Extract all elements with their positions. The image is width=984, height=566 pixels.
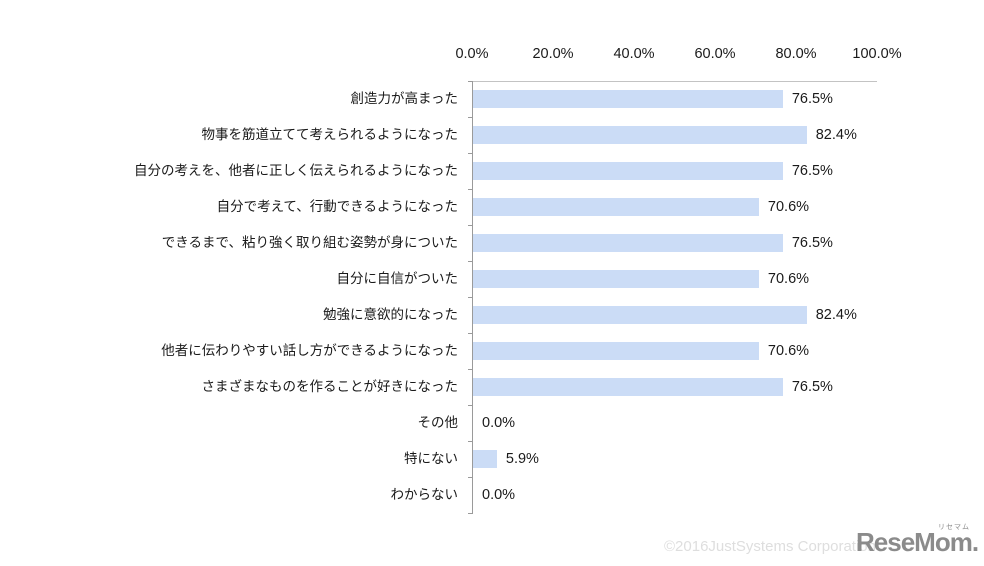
chart-row: 76.5% bbox=[473, 81, 877, 117]
bar bbox=[473, 126, 807, 144]
axis-tickmark bbox=[468, 225, 473, 226]
category-label: 自分に自信がついた bbox=[336, 271, 459, 286]
value-label: 76.5% bbox=[791, 235, 833, 251]
chart-row: 70.6% bbox=[473, 333, 877, 369]
category-labels: 創造力が高まった物事を筋道立てて考えられるようになった自分の考えを、他者に正しく… bbox=[20, 81, 458, 513]
x-tick-label: 40.0% bbox=[613, 46, 655, 62]
chart-row: 70.6% bbox=[473, 261, 877, 297]
axis-tickmark bbox=[468, 369, 473, 370]
value-label: 70.6% bbox=[767, 199, 810, 215]
axis-tickmark bbox=[468, 441, 473, 442]
value-label: 0.0% bbox=[482, 415, 516, 431]
x-axis: 0.0% 20.0% 40.0% 60.0% 80.0% 100.0% bbox=[455, 46, 901, 66]
resemom-logo: リセマム ReseMom. bbox=[856, 524, 979, 560]
bar bbox=[473, 90, 783, 108]
value-label: 70.6% bbox=[767, 343, 810, 359]
chart-row: 5.9% bbox=[473, 441, 877, 477]
category-label: 勉強に意欲的になった bbox=[323, 307, 458, 322]
value-label: 5.9% bbox=[505, 451, 539, 467]
chart-row: 70.6% bbox=[473, 189, 877, 225]
category-label: 創造力が高まった bbox=[350, 91, 458, 106]
axis-tickmark bbox=[468, 405, 473, 406]
category-label: さまざまなものを作ることが好きになった bbox=[201, 379, 459, 394]
bar bbox=[473, 162, 783, 180]
logo-ruby-text: リセマム bbox=[938, 524, 970, 531]
category-label: 他者に伝わりやすい話し方ができるようになった bbox=[161, 343, 458, 358]
x-tick-label: 0.0% bbox=[455, 46, 489, 62]
axis-tickmark bbox=[468, 153, 473, 154]
plot-area: 76.5% 82.4% 76.5% 70.6% 76.5% 70.6% 82.4% 70.6%… bbox=[468, 81, 877, 514]
category-label: 自分で考えて、行動できるようになった bbox=[216, 199, 458, 214]
category-label: その他 bbox=[417, 415, 459, 430]
copyright-watermark: ©2016JustSystems Corporation bbox=[664, 538, 876, 555]
category-label: 特にない bbox=[404, 451, 458, 466]
x-tick-label: 20.0% bbox=[532, 46, 574, 62]
bar bbox=[473, 198, 759, 216]
value-label: 82.4% bbox=[815, 127, 857, 143]
bar bbox=[473, 270, 759, 288]
category-label: できるまで、粘り強く取り組む姿勢が身についた bbox=[161, 235, 458, 250]
x-tick-label: 80.0% bbox=[775, 46, 817, 62]
bar bbox=[473, 234, 783, 252]
bar bbox=[473, 378, 783, 396]
chart-row: 76.5% bbox=[473, 225, 877, 261]
x-tick-label: 100.0% bbox=[852, 46, 902, 62]
axis-tickmark bbox=[468, 513, 473, 514]
x-tick-label: 60.0% bbox=[694, 46, 736, 62]
chart-row: 76.5% bbox=[473, 369, 877, 405]
chart-row: 82.4% bbox=[473, 297, 877, 333]
bar bbox=[473, 306, 807, 324]
value-label: 70.6% bbox=[767, 271, 810, 287]
value-label: 76.5% bbox=[791, 163, 833, 179]
axis-tickmark bbox=[468, 333, 473, 334]
chart-row: 76.5% bbox=[473, 153, 877, 189]
logo-text: ReseMom. bbox=[856, 527, 979, 557]
axis-tickmark bbox=[468, 261, 473, 262]
axis-tickmark bbox=[468, 477, 473, 478]
value-label: 0.0% bbox=[482, 487, 516, 503]
chart-row: 0.0% bbox=[473, 405, 877, 441]
category-label: わからない bbox=[390, 487, 459, 502]
axis-tickmark bbox=[468, 81, 473, 82]
value-label: 76.5% bbox=[791, 91, 833, 107]
bar bbox=[473, 342, 759, 360]
axis-tickmark bbox=[468, 117, 473, 118]
chart-row: 0.0% bbox=[473, 477, 877, 513]
value-label: 82.4% bbox=[815, 307, 857, 323]
bar bbox=[473, 450, 497, 468]
axis-tickmark bbox=[468, 189, 473, 190]
chart-row: 82.4% bbox=[473, 117, 877, 153]
axis-tickmark bbox=[468, 297, 473, 298]
category-label: 物事を筋道立てて考えられるようになった bbox=[201, 127, 459, 142]
value-label: 76.5% bbox=[791, 379, 833, 395]
category-label: 自分の考えを、他者に正しく伝えられるようになった bbox=[134, 163, 458, 178]
